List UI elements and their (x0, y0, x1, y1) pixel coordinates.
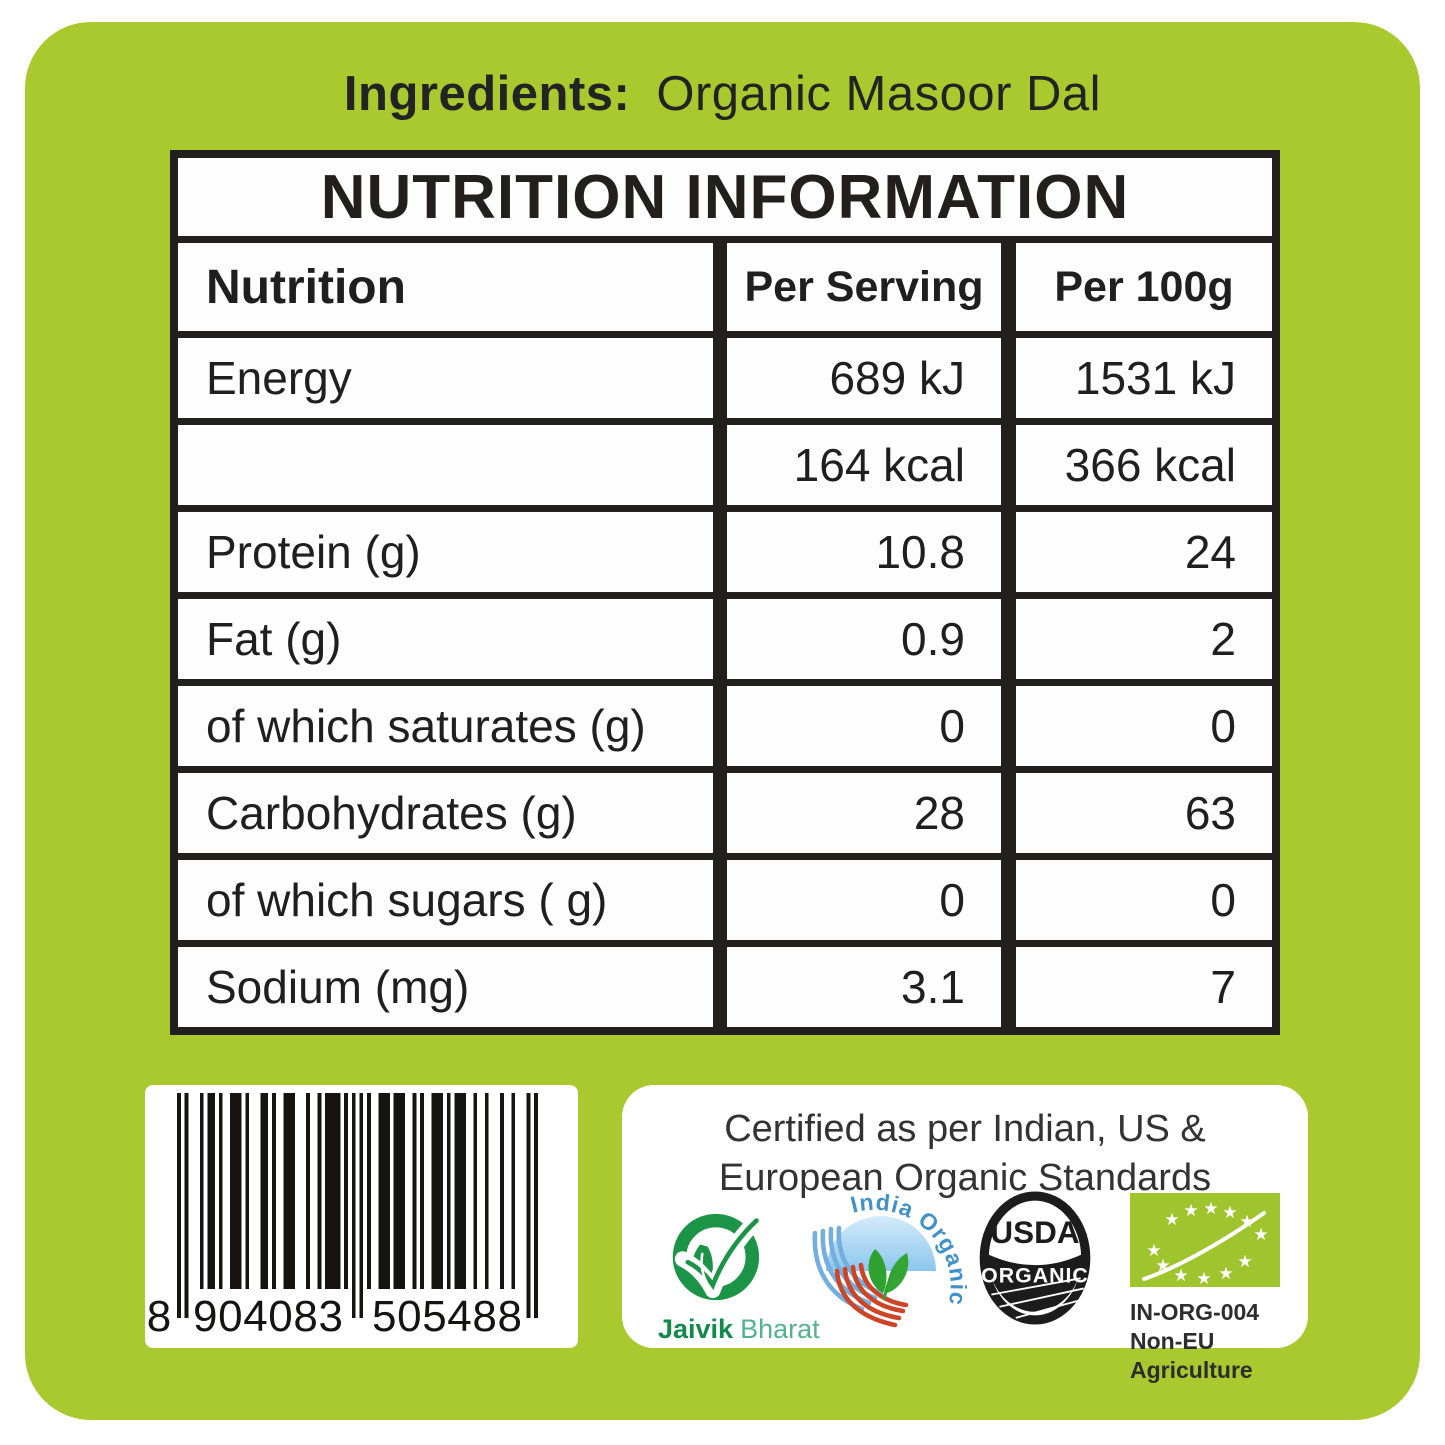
table-row-energy: Energy 689 kJ 1531 kJ (178, 331, 1272, 418)
ingredients-value: Organic Masoor Dal (656, 67, 1102, 121)
row-value-100g: 366 kcal (1001, 425, 1272, 505)
eu-star: ★ (1203, 1199, 1218, 1219)
bharat-word: Bharat (740, 1314, 820, 1344)
certification-heading: Certified as per Indian, US & European O… (622, 1105, 1308, 1203)
eu-agriculture-text: Non-EU Agriculture (1130, 1328, 1253, 1383)
jaivik-bharat-logo: Jaivik Bharat (658, 1207, 820, 1345)
eu-organic-caption: IN-ORG-004 Non-EU Agriculture (1130, 1298, 1282, 1385)
table-row-sodium: Sodium (mg) 3.1 7 (178, 940, 1272, 1027)
row-value-100g: 1531 kJ (1001, 338, 1272, 418)
eu-star: ★ (1146, 1241, 1161, 1261)
ingredients-line: Ingredients: Organic Masoor Dal (0, 66, 1445, 122)
eu-star: ★ (1253, 1225, 1268, 1245)
nutrition-table: NUTRITION INFORMATION Nutrition Per Serv… (170, 150, 1280, 1035)
row-label: Sodium (mg) (206, 961, 470, 1013)
row-value-100g: 24 (1001, 512, 1272, 592)
certification-heading-line1: Certified as per Indian, US & (724, 1108, 1206, 1150)
eu-star: ★ (1237, 1252, 1252, 1272)
row-value-serving: 0.9 (713, 599, 1001, 679)
eu-organic-logo: ★ ★ ★ ★ ★ ★ ★ ★ ★ ★ ★ ★ IN-ORG-004 Non-E… (1130, 1193, 1282, 1385)
usda-organic-icon: USDA ORGANIC (979, 1191, 1091, 1325)
certification-heading-line2: European Organic Standards (718, 1157, 1212, 1199)
india-organic-logo: India Organic (807, 1169, 971, 1341)
nutrition-table-title: NUTRITION INFORMATION (178, 158, 1272, 243)
jaivik-bharat-caption: Jaivik Bharat (658, 1314, 820, 1345)
row-label: Carbohydrates (g) (206, 787, 577, 839)
usda-organic-text: ORGANIC (981, 1263, 1089, 1287)
table-row-fat: Fat (g) 0.9 2 (178, 592, 1272, 679)
row-value-serving: 0 (713, 860, 1001, 940)
header-per-serving: Per Serving (713, 243, 1001, 331)
ean13-barcode: 8 904083 505488 (147, 1093, 538, 1339)
jaivik-bharat-icon (672, 1207, 770, 1301)
row-label: Energy (206, 352, 352, 404)
eu-star: ★ (1164, 1210, 1179, 1230)
row-value-100g: 2 (1001, 599, 1272, 679)
table-row-saturates: of which saturates (g) 0 0 (178, 679, 1272, 766)
eu-star: ★ (1239, 1212, 1254, 1232)
row-value-serving: 10.8 (713, 512, 1001, 592)
table-row-energy-kcal: 164 kcal 366 kcal (178, 418, 1272, 505)
eu-star: ★ (1173, 1266, 1188, 1286)
certification-panel: Certified as per Indian, US & European O… (622, 1085, 1308, 1383)
header-nutrition: Nutrition (206, 260, 406, 314)
ingredients-label: Ingredients: (343, 67, 631, 121)
table-row-sugars: of which sugars ( g) 0 0 (178, 853, 1272, 940)
barcode-digit-prefix: 8 (147, 1292, 171, 1339)
nutrition-table-header-row: Nutrition Per Serving Per 100g (178, 243, 1272, 331)
eu-star: ★ (1218, 1264, 1233, 1284)
india-organic-icon: India Organic (812, 1189, 971, 1328)
eu-star: ★ (1183, 1201, 1198, 1221)
table-row-carbohydrates: Carbohydrates (g) 28 63 (178, 766, 1272, 853)
eu-code: IN-ORG-004 (1130, 1299, 1260, 1325)
eu-organic-leaf-icon: ★ ★ ★ ★ ★ ★ ★ ★ ★ ★ ★ ★ (1130, 1193, 1280, 1289)
row-value-serving: 3.1 (713, 947, 1001, 1027)
row-value-serving: 0 (713, 686, 1001, 766)
row-label: of which saturates (g) (206, 700, 646, 752)
barcode-digits-group1: 904083 (193, 1292, 343, 1339)
row-label: of which sugars ( g) (206, 874, 608, 926)
jaivik-word: Jaivik (658, 1314, 734, 1344)
barcode-digits-group2: 505488 (372, 1292, 522, 1339)
row-value-100g: 0 (1001, 860, 1272, 940)
row-value-serving: 689 kJ (713, 338, 1001, 418)
row-value-serving: 28 (713, 773, 1001, 853)
row-label: Fat (g) (206, 613, 342, 665)
eu-star: ★ (1222, 1203, 1237, 1223)
usda-text: USDA (990, 1215, 1079, 1250)
row-value-100g: 0 (1001, 686, 1272, 766)
barcode-panel: 8 904083 505488 (145, 1085, 578, 1348)
row-value-100g: 63 (1001, 773, 1272, 853)
eu-star: ★ (1196, 1269, 1211, 1287)
row-value-100g: 7 (1001, 947, 1272, 1027)
row-value-serving: 164 kcal (713, 425, 1001, 505)
eu-star: ★ (1155, 1256, 1170, 1276)
table-row-protein: Protein (g) 10.8 24 (178, 505, 1272, 592)
header-per-100g: Per 100g (1001, 243, 1272, 331)
row-label: Protein (g) (206, 526, 421, 578)
row-label (178, 425, 713, 505)
usda-organic-logo: USDA ORGANIC (977, 1191, 1097, 1330)
